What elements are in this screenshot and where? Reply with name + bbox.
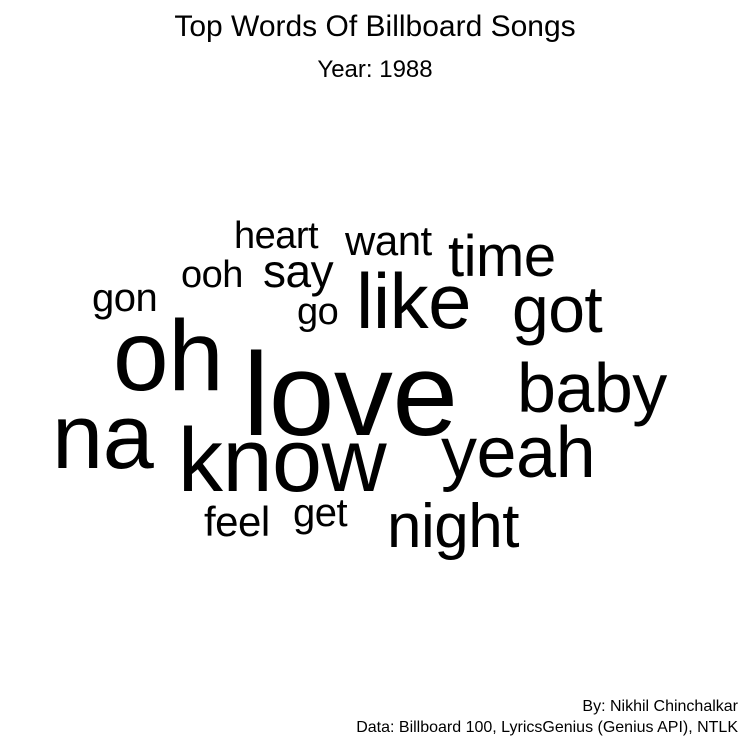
- word-na: na: [52, 386, 154, 488]
- caption-source: Data: Billboard 100, LyricsGenius (Geniu…: [356, 719, 738, 736]
- word-night: night: [387, 492, 519, 561]
- word-gon: gon: [92, 276, 158, 320]
- word-love: love: [243, 329, 458, 461]
- word-baby: baby: [517, 349, 667, 427]
- word-yeah: yeah: [441, 413, 596, 493]
- word-want: want: [345, 217, 432, 264]
- caption-author: By: Nikhil Chinchalkar: [582, 698, 738, 715]
- word-get: get: [293, 491, 348, 535]
- word-go: go: [297, 291, 339, 333]
- word-time: time: [448, 224, 556, 289]
- word-got: got: [512, 272, 603, 346]
- word-like: like: [356, 257, 472, 345]
- chart-title: Top Words Of Billboard Songs: [174, 10, 576, 43]
- chart-subtitle: Year: 1988: [317, 56, 433, 83]
- word-oh: oh: [113, 300, 224, 412]
- word-heart: heart: [234, 215, 319, 257]
- word-know: know: [178, 411, 387, 511]
- word-feel: feel: [204, 498, 270, 545]
- word-say: say: [263, 245, 334, 297]
- word-ooh: ooh: [181, 254, 243, 296]
